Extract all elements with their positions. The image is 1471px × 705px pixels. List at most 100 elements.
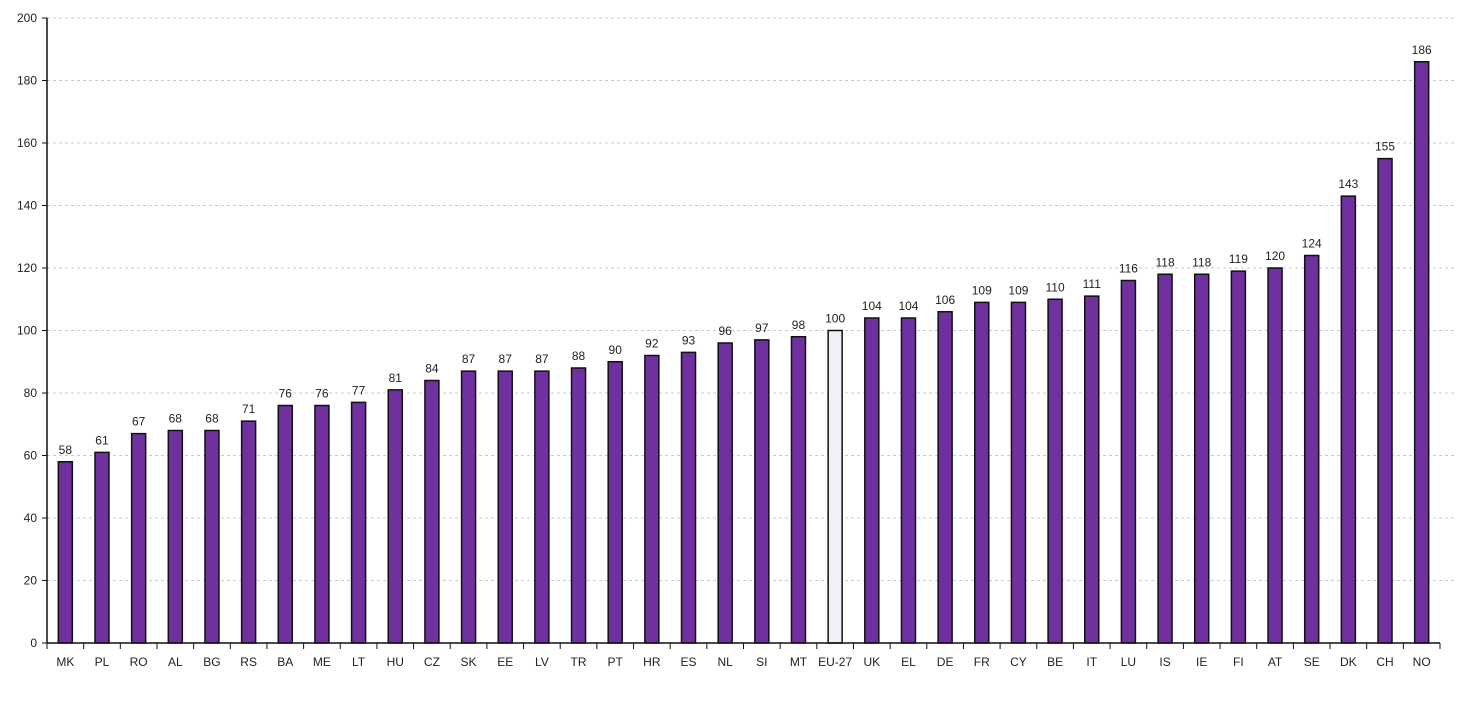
x-tick-label: NO [1413,655,1431,669]
bar-it [1084,295,1100,644]
data-label: 110 [1046,280,1065,294]
data-label: 104 [862,299,882,313]
bar-de [937,311,953,644]
data-label: 186 [1412,43,1432,57]
bar-el [900,317,917,644]
data-label: 68 [205,412,219,426]
data-label: 143 [1338,177,1358,191]
data-label: 116 [1119,262,1138,276]
bar-mt [790,336,807,644]
x-tick-label: BG [203,655,220,669]
x-tick-label: BE [1047,655,1063,669]
x-axis-ticks: MK PL RO AL BG RS BA ME LT HU CZ SK EE LV TR PT HR ES NL SI… [46,643,1441,669]
data-label: 71 [242,402,256,416]
bar-eu-27 [827,329,843,644]
x-tick-label: IS [1159,655,1170,669]
data-label: 68 [169,412,183,426]
x-tick-label: DK [1340,655,1357,669]
bars [57,61,1430,644]
gridlines [47,17,1455,581]
data-label: 92 [645,337,659,351]
bar-hr [644,354,660,644]
bar-ba [277,404,294,644]
bar-uk [864,317,880,644]
x-tick-label: CH [1376,655,1393,669]
x-tick-label: BA [277,655,293,669]
bar-sk [460,370,477,644]
data-label: 77 [352,383,366,397]
bar-lv [534,370,550,644]
x-tick-label: AT [1268,655,1283,669]
x-tick-label: HR [643,655,661,669]
data-label: 88 [572,349,586,363]
data-label: 76 [315,387,329,401]
bar-ee [497,370,513,644]
bar-mk [57,461,74,644]
data-label: 106 [935,293,955,307]
bar-ro [130,432,147,644]
bar-bg [204,429,220,644]
data-label: 87 [462,352,476,366]
data-label: 98 [792,318,806,332]
data-label: 104 [898,299,918,313]
y-tick-label: 40 [24,511,38,525]
x-tick-label: DE [937,655,954,669]
data-label: 155 [1375,140,1395,154]
y-tick-label: 120 [17,261,37,275]
data-label: 124 [1302,237,1322,251]
x-tick-label: PT [608,655,624,669]
x-tick-label: FI [1233,655,1244,669]
bar-si [754,339,770,644]
y-tick-label: 140 [17,199,37,213]
bar-cy [1010,301,1027,644]
y-tick-label: 160 [17,136,37,150]
bar-me [314,404,330,644]
x-tick-label: FR [974,655,990,669]
x-tick-label: CY [1010,655,1027,669]
y-tick-label: 60 [24,449,38,463]
data-label: 111 [1083,277,1102,291]
x-tick-label: CZ [424,655,440,669]
bar-lt [350,401,367,644]
x-tick-label: ME [313,655,331,669]
bar-fr [974,301,990,644]
x-tick-label: NL [717,655,733,669]
data-label: 58 [59,443,73,457]
x-tick-label: SK [461,655,477,669]
x-tick-label: MT [790,655,808,669]
bar-lu [1120,279,1137,644]
x-tick-label: AL [168,655,183,669]
bar-is [1157,273,1173,644]
x-tick-label: LT [352,655,366,669]
bar-se [1303,254,1320,644]
x-tick-label: IT [1086,655,1097,669]
bar-pt [607,361,623,644]
bar-hu [387,389,403,644]
x-tick-label: MK [56,655,74,669]
data-label: 100 [825,312,845,326]
y-axis-ticks: 0 20 40 60 80 100 120 140 160 180 200 [17,11,47,650]
x-tick-label: EL [901,655,916,669]
bar-nl [717,342,733,644]
y-tick-label: 100 [17,324,37,338]
data-label: 61 [95,433,109,447]
bar-ie [1193,273,1210,644]
data-label: 87 [535,352,549,366]
data-label: 97 [755,321,769,335]
x-tick-label: PL [95,655,110,669]
bar-pl [94,451,110,644]
x-tick-label: UK [863,655,880,669]
bar-dk [1340,195,1357,644]
data-label: 118 [1155,255,1174,269]
y-tick-label: 20 [24,574,38,588]
data-label: 118 [1192,255,1211,269]
y-tick-label: 180 [17,74,37,88]
data-label: 76 [279,387,293,401]
data-label: 96 [718,324,732,338]
data-label: 120 [1265,249,1285,263]
data-label: 109 [972,283,992,297]
bar-al [167,429,184,644]
x-tick-label: EU-27 [818,655,852,669]
x-tick-label: LU [1121,655,1136,669]
